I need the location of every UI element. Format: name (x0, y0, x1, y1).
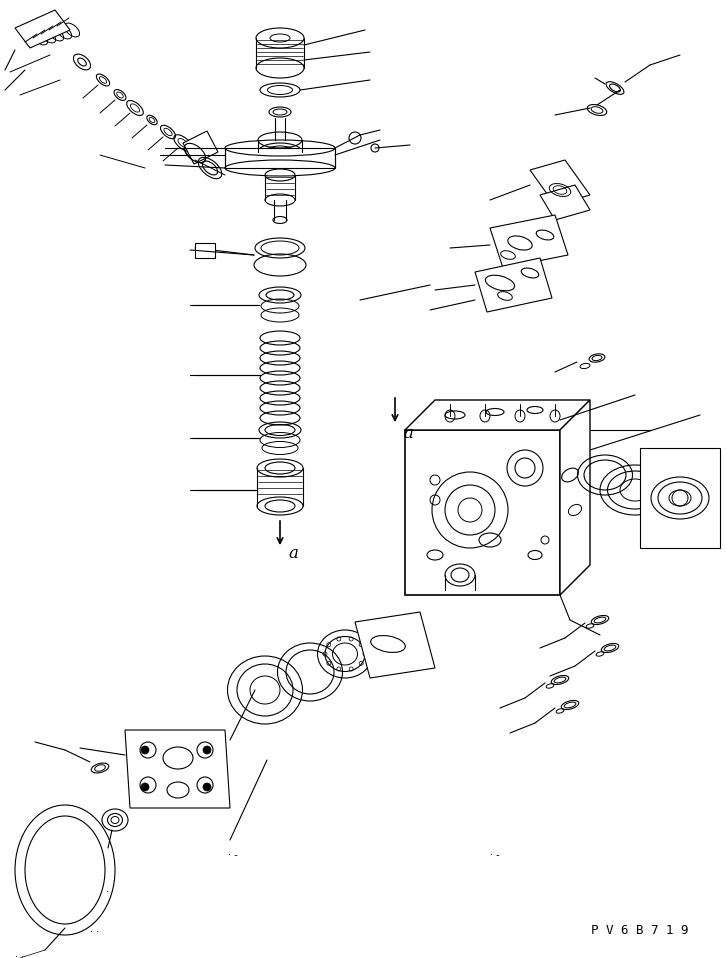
Polygon shape (405, 430, 560, 595)
Text: a: a (403, 425, 413, 442)
Polygon shape (183, 131, 218, 164)
Polygon shape (225, 148, 335, 168)
Polygon shape (540, 185, 590, 220)
Circle shape (203, 783, 211, 791)
Polygon shape (490, 215, 568, 268)
Text: · ·: · · (15, 952, 24, 958)
Circle shape (141, 746, 149, 754)
Text: · -: · - (228, 850, 238, 860)
Text: a: a (288, 545, 298, 562)
Circle shape (141, 783, 149, 791)
Polygon shape (640, 448, 720, 548)
Polygon shape (475, 258, 552, 312)
Text: · ·: · · (90, 927, 99, 937)
Text: · ·: · · (100, 887, 109, 897)
Circle shape (203, 746, 211, 754)
Polygon shape (560, 400, 590, 595)
Polygon shape (530, 160, 590, 205)
Text: P V 6 B 7 1 9: P V 6 B 7 1 9 (591, 924, 688, 937)
Polygon shape (405, 400, 590, 430)
Polygon shape (355, 612, 435, 678)
Polygon shape (125, 730, 230, 808)
Polygon shape (195, 243, 215, 258)
Polygon shape (15, 10, 70, 48)
Text: · -: · - (490, 850, 499, 860)
